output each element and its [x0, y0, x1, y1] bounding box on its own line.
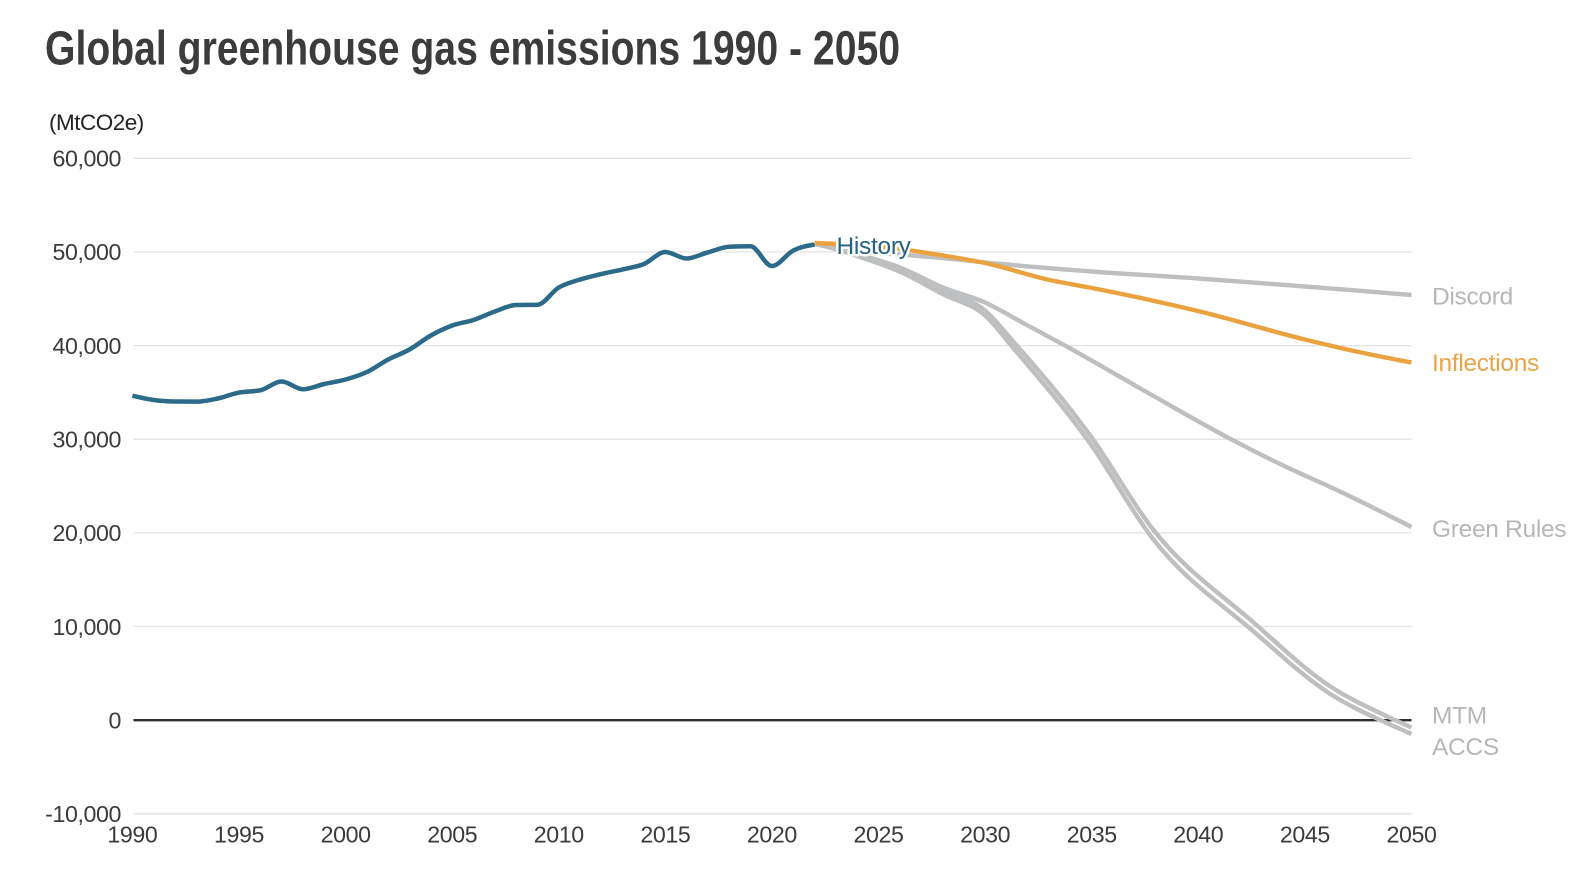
svg-text:2005: 2005 — [427, 822, 477, 848]
svg-text:60,000: 60,000 — [52, 146, 121, 172]
svg-text:2050: 2050 — [1387, 822, 1437, 848]
svg-text:2035: 2035 — [1067, 822, 1117, 848]
svg-text:2040: 2040 — [1173, 822, 1223, 848]
svg-text:Global greenhouse gas emission: Global greenhouse gas emissions 1990 - 2… — [45, 23, 900, 76]
svg-text:Discord: Discord — [1432, 284, 1513, 311]
svg-text:Inflections: Inflections — [1432, 350, 1539, 377]
svg-text:40,000: 40,000 — [52, 333, 121, 359]
svg-text:2000: 2000 — [321, 822, 371, 848]
svg-text:2030: 2030 — [960, 822, 1010, 848]
svg-text:1995: 1995 — [214, 822, 264, 848]
svg-text:20,000: 20,000 — [52, 520, 121, 546]
svg-text:2045: 2045 — [1280, 822, 1330, 848]
svg-text:History: History — [837, 233, 912, 260]
svg-text:Green Rules: Green Rules — [1432, 516, 1566, 543]
svg-text:2020: 2020 — [747, 822, 797, 848]
svg-text:ACCS: ACCS — [1432, 734, 1499, 761]
svg-text:0: 0 — [109, 708, 122, 734]
svg-text:2010: 2010 — [534, 822, 584, 848]
svg-text:MTM: MTM — [1432, 703, 1487, 730]
svg-text:10,000: 10,000 — [52, 614, 121, 640]
svg-text:2025: 2025 — [854, 822, 904, 848]
svg-text:(MtCO2e): (MtCO2e) — [49, 110, 144, 135]
svg-text:50,000: 50,000 — [52, 239, 121, 265]
svg-text:-10,000: -10,000 — [45, 801, 121, 827]
svg-text:2015: 2015 — [640, 822, 690, 848]
svg-text:1990: 1990 — [107, 822, 157, 848]
svg-text:30,000: 30,000 — [52, 427, 121, 453]
